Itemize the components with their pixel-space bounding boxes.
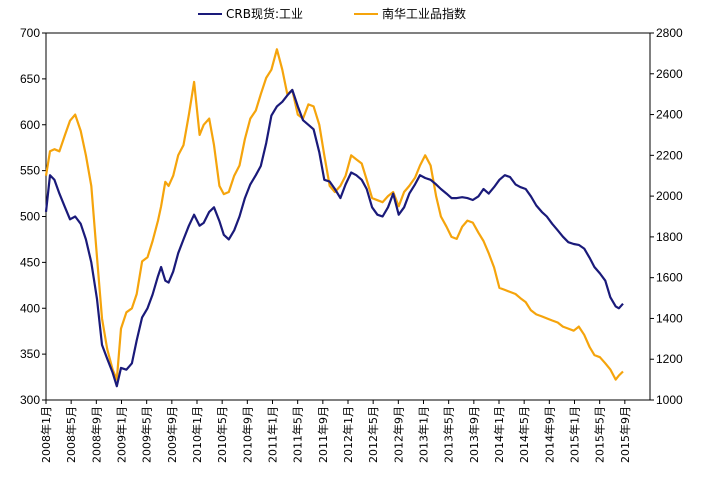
left-tick-label: 650 — [20, 72, 40, 86]
left-tick-label: 700 — [20, 26, 40, 40]
left-axis: 300 350 400 450 500 550 600 650 700 — [20, 26, 46, 407]
right-tick-label: 2400 — [656, 108, 683, 122]
x-tick-label: 2014年1月 — [492, 406, 506, 463]
x-tick-label: 2009年5月 — [140, 406, 154, 463]
x-tick-label: 2011年5月 — [291, 406, 305, 463]
x-tick-label: 2015年1月 — [568, 406, 582, 463]
left-tick-label: 550 — [20, 164, 40, 178]
x-tick-label: 2012年1月 — [341, 406, 355, 463]
x-tick-label: 2011年9月 — [316, 406, 330, 463]
x-tick-label: 2012年9月 — [391, 406, 405, 463]
left-tick-label: 300 — [20, 393, 40, 407]
x-tick-label: 2014年9月 — [542, 406, 556, 463]
left-tick-label: 450 — [20, 255, 40, 269]
x-tick-label: 2009年9月 — [165, 406, 179, 463]
right-tick-label: 2000 — [656, 189, 683, 203]
left-tick-label: 500 — [20, 210, 40, 224]
series-line-0 — [44, 88, 624, 388]
x-tick-label: 2010年9月 — [240, 406, 254, 463]
right-axis: 1000 1200 1400 1600 1800 2000 2200 2400 2600 2800 — [650, 26, 683, 407]
x-tick-label: 2009年1月 — [115, 406, 129, 463]
left-tick-label: 600 — [20, 118, 40, 132]
x-tick-label: 2015年9月 — [618, 406, 632, 463]
left-tick-label: 400 — [20, 301, 40, 315]
x-tick-label: 2010年1月 — [190, 406, 204, 463]
x-tick-label: 2015年5月 — [593, 406, 607, 463]
right-tick-label: 1600 — [656, 271, 683, 285]
series-lines — [44, 48, 624, 388]
x-axis: 2008年1月 2008年5月 2008年9月 2009年1月 2009年5月 2009年… — [39, 400, 632, 463]
x-tick-label: 2013年9月 — [467, 406, 481, 463]
right-tick-label: 1400 — [656, 311, 683, 325]
x-tick-label: 2012年5月 — [366, 406, 380, 463]
x-tick-label: 2011年1月 — [266, 406, 280, 463]
legend-label-series-1: 南华工业品指数 — [382, 6, 466, 21]
x-tick-label: 2008年1月 — [39, 406, 53, 463]
right-tick-label: 2600 — [656, 67, 683, 81]
x-tick-label: 2014年5月 — [517, 406, 531, 463]
legend: CRB现货:工业 南华工业品指数 — [198, 6, 466, 21]
right-tick-label: 2200 — [656, 148, 683, 162]
x-tick-label: 2013年5月 — [442, 406, 456, 463]
series-line-1 — [44, 48, 624, 381]
x-tick-label: 2010年5月 — [215, 406, 229, 463]
left-tick-label: 350 — [20, 347, 40, 361]
x-tick-label: 2013年1月 — [417, 406, 431, 463]
right-tick-label: 1000 — [656, 393, 683, 407]
right-tick-label: 1200 — [656, 352, 683, 366]
x-tick-label: 2008年5月 — [64, 406, 78, 463]
right-tick-label: 1800 — [656, 230, 683, 244]
right-tick-label: 2800 — [656, 26, 683, 40]
legend-label-series-0: CRB现货:工业 — [226, 6, 303, 21]
x-tick-label: 2008年9月 — [89, 406, 103, 463]
